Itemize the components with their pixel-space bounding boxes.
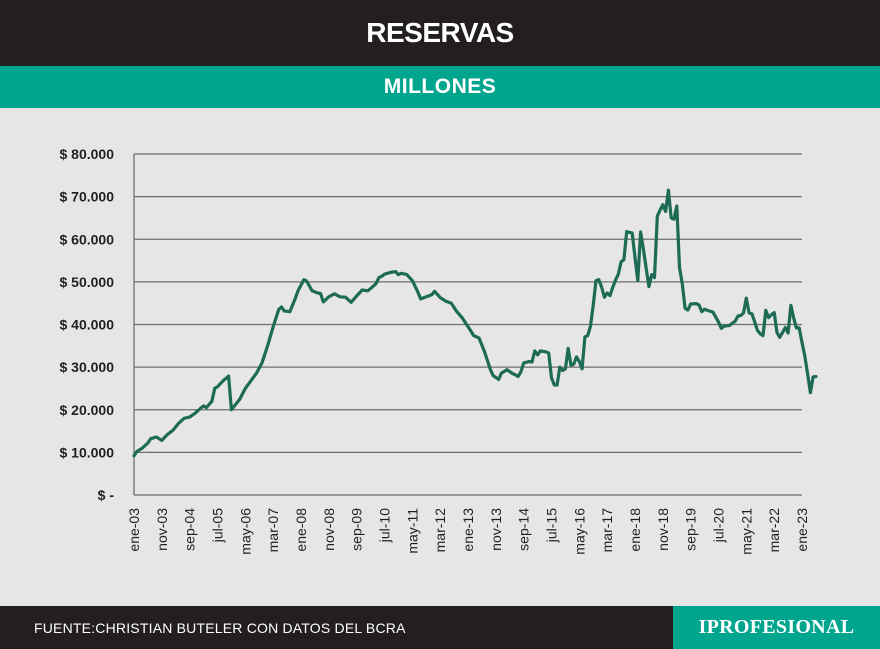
x-tick-label: ene-23 bbox=[794, 508, 810, 552]
y-tick-label: $ - bbox=[98, 487, 115, 503]
y-tick-label: $ 10.000 bbox=[60, 444, 115, 460]
x-tick-label: jul-20 bbox=[711, 508, 727, 543]
x-tick-label: mar-22 bbox=[766, 508, 782, 553]
series-line-0 bbox=[132, 188, 818, 458]
chart-title: RESERVAS bbox=[366, 17, 514, 48]
y-tick-label: $ 60.000 bbox=[60, 231, 115, 247]
x-tick-label: may-21 bbox=[738, 508, 754, 555]
x-tick-label: sep-14 bbox=[516, 508, 532, 551]
y-tick-label: $ 70.000 bbox=[60, 189, 115, 205]
x-tick-label: nov-08 bbox=[321, 508, 337, 551]
x-tick-label: ene-08 bbox=[293, 508, 309, 552]
y-tick-label: $ 30.000 bbox=[60, 359, 115, 375]
x-tick-label: nov-13 bbox=[488, 508, 504, 551]
x-tick-label: jul-05 bbox=[210, 508, 226, 543]
x-tick-label: sep-04 bbox=[182, 508, 198, 551]
x-tick-label: sep-19 bbox=[683, 508, 699, 551]
x-tick-label: may-16 bbox=[571, 508, 587, 555]
x-tick-label: sep-09 bbox=[349, 508, 365, 551]
y-tick-label: $ 80.000 bbox=[60, 146, 115, 162]
x-tick-label: mar-12 bbox=[432, 508, 448, 553]
iprofesional-logo: IPROFESIONAL bbox=[673, 606, 880, 649]
reserves-line-chart: $ 80.000 $ 70.000 $ 60.000 $ 50.000 $ 40.000… bbox=[60, 146, 818, 555]
title-band: RESERVAS bbox=[0, 0, 880, 66]
series-layer bbox=[132, 188, 818, 458]
x-tick-label: jul-10 bbox=[377, 508, 393, 543]
chart-subtitle: MILLONES bbox=[383, 75, 497, 98]
x-tick-label: ene-03 bbox=[126, 508, 142, 552]
y-tick-label: $ 20.000 bbox=[60, 402, 115, 418]
x-tick-label: may-11 bbox=[404, 508, 420, 554]
x-tick-label: mar-07 bbox=[265, 508, 281, 553]
x-tick-label: ene-18 bbox=[627, 508, 643, 552]
x-tick-label: nov-18 bbox=[655, 508, 671, 551]
chart-area: $ 80.000 $ 70.000 $ 60.000 $ 50.000 $ 40.000… bbox=[0, 108, 880, 606]
x-axis-ticks: ene-03 nov-03 sep-04 jul-05 may-06 mar-07 ene-… bbox=[126, 508, 810, 555]
y-axis-ticks: $ 80.000 $ 70.000 $ 60.000 $ 50.000 $ 40.000… bbox=[60, 146, 115, 503]
x-tick-label: ene-13 bbox=[460, 508, 476, 552]
x-tick-label: jul-15 bbox=[544, 508, 560, 543]
source-note: FUENTE:CHRISTIAN BUTELER CON DATOS DEL B… bbox=[34, 619, 406, 636]
x-tick-label: mar-17 bbox=[599, 508, 615, 553]
y-tick-label: $ 50.000 bbox=[60, 274, 115, 290]
x-tick-label: nov-03 bbox=[154, 508, 170, 551]
subtitle-band: MILLONES bbox=[0, 66, 880, 108]
footer-band: FUENTE:CHRISTIAN BUTELER CON DATOS DEL B… bbox=[0, 606, 880, 649]
x-tick-label: may-06 bbox=[237, 508, 253, 555]
y-tick-label: $ 40.000 bbox=[60, 317, 115, 333]
